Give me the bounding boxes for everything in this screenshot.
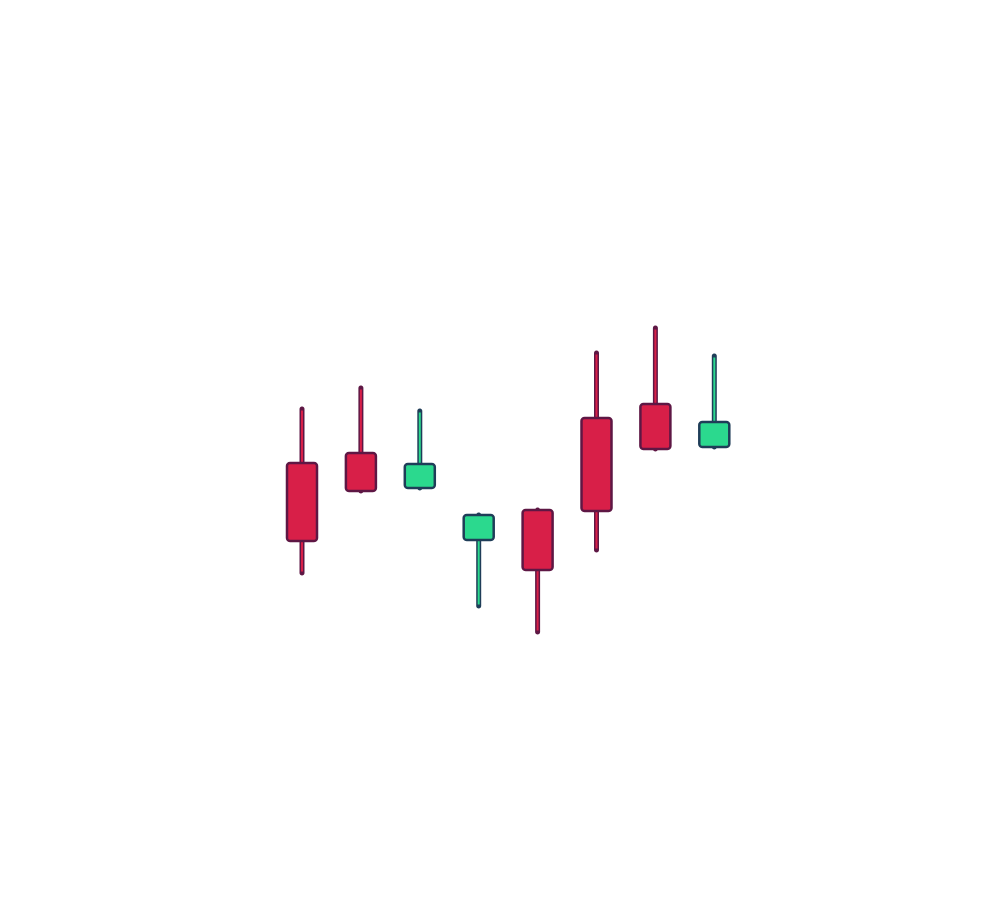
candle-4 [462, 512, 495, 609]
candle-2-body [344, 451, 378, 493]
candle-7 [639, 325, 672, 452]
candle-8 [698, 353, 731, 450]
candle-4-body [462, 513, 495, 542]
candle-6 [580, 350, 613, 553]
candle-5-body [521, 508, 554, 572]
candle-5 [521, 507, 554, 635]
candle-7-body [639, 402, 672, 451]
candles-layer [285, 325, 731, 635]
candle-3-body [403, 462, 437, 490]
candle-1-body [285, 461, 319, 543]
candle-8-body [698, 420, 731, 449]
candle-6-body [580, 416, 613, 513]
candle-3 [403, 408, 437, 491]
candle-2 [344, 385, 378, 494]
candle-1 [285, 406, 319, 576]
